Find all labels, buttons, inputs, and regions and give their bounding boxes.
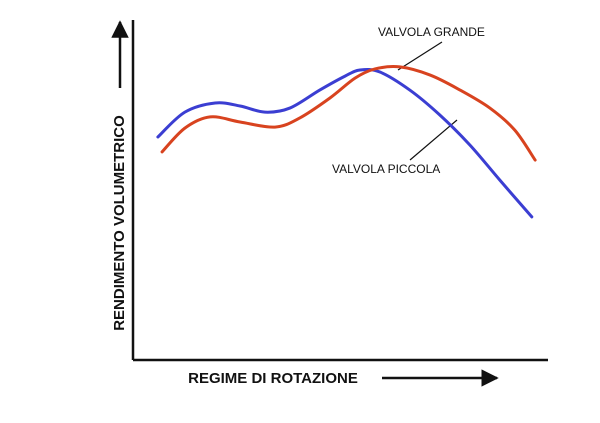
line [156,67,534,219]
series-label: VALVOLA GRANDE [378,25,485,39]
series-label: VALVOLA PICCOLA [332,162,440,176]
leader-line [397,41,443,71]
line [160,65,537,162]
y-axis-label: RENDIMENTO VOLUMETRICO [111,115,128,331]
leader-line [409,119,458,161]
x-axis-label: REGIME DI ROTAZIONE [188,370,358,387]
